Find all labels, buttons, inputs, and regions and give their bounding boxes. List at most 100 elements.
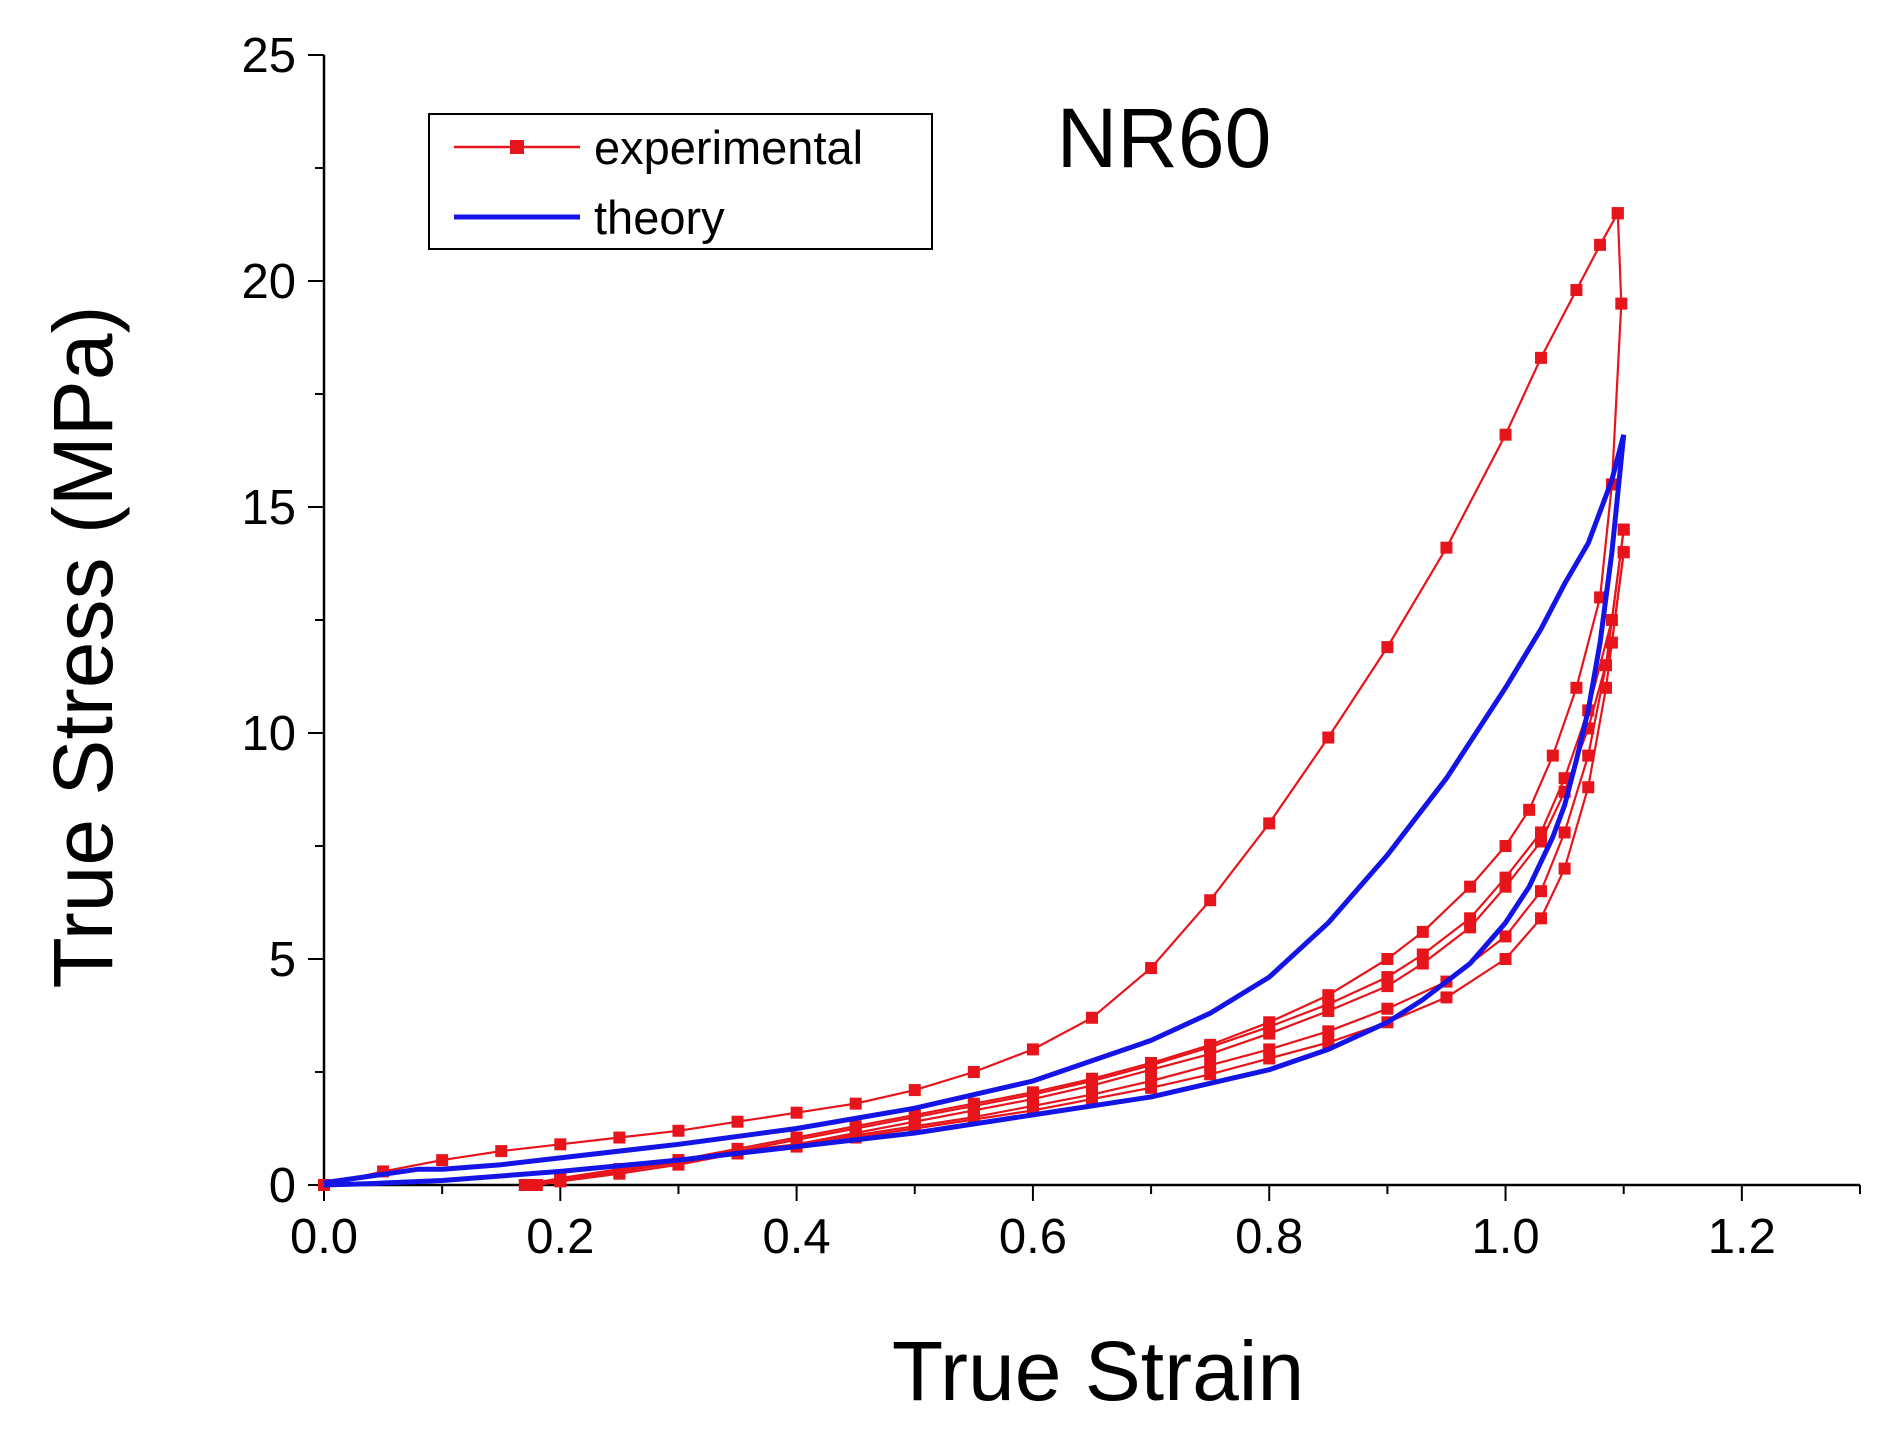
experimental-marker [1523, 803, 1536, 816]
experimental-marker [554, 1138, 567, 1151]
experimental-marker [1322, 1004, 1335, 1017]
series-experimental [318, 207, 1630, 1191]
experimental-marker [1617, 523, 1630, 536]
legend-experimental-label: experimental [594, 121, 863, 174]
y-tick-label: 20 [241, 255, 296, 309]
experimental-marker [1582, 781, 1595, 794]
experimental-marker [1570, 284, 1583, 297]
experimental-marker [436, 1154, 449, 1167]
y-tick-label: 0 [269, 1159, 296, 1213]
chart-title: NR60 [1057, 91, 1272, 185]
experimental-marker [1611, 207, 1624, 220]
experimental-marker [1263, 1052, 1276, 1065]
experimental-marker [1499, 840, 1512, 852]
experimental-marker [1322, 989, 1335, 1002]
experimental-marker [1086, 1093, 1098, 1106]
legend: experimental theory [428, 113, 933, 250]
experimental-marker [1381, 971, 1394, 984]
legend-experimental-marker [510, 140, 524, 154]
experimental-marker [1026, 1093, 1039, 1106]
experimental-marker [1263, 817, 1276, 830]
experimental-marker [849, 1127, 862, 1140]
experimental-marker [1263, 1043, 1276, 1056]
experimental-segment-4 [536, 552, 1625, 1187]
experimental-marker [1605, 636, 1618, 649]
experimental-marker [495, 1145, 508, 1158]
experimental-marker [1534, 912, 1547, 925]
experimental-marker [1204, 894, 1217, 907]
x-tick-label: 1.0 [1471, 1210, 1539, 1264]
series-theory [323, 434, 1627, 1188]
experimental-segment-5 [536, 552, 1625, 1187]
experimental-marker [908, 1084, 921, 1097]
x-tick-label: 1.2 [1708, 1210, 1776, 1264]
experimental-marker [1558, 826, 1571, 839]
experimental-marker [1499, 880, 1512, 893]
experimental-marker [1204, 1047, 1217, 1060]
experimental-marker [1558, 862, 1571, 875]
experimental-marker [849, 1097, 862, 1110]
experimental-marker [1145, 962, 1158, 975]
experimental-marker [1026, 1043, 1039, 1056]
experimental-marker [1534, 835, 1547, 848]
legend-box [428, 113, 933, 250]
experimental-segment-3 [536, 529, 1625, 1187]
axes: 0.0 0.2 0.4 0.6 0.8 1.0 1.2 0 5 10 15 20 25 [241, 29, 1861, 1264]
experimental-segment-1 [524, 213, 1623, 1187]
experimental-marker [1416, 948, 1429, 961]
experimental-marker [613, 1167, 626, 1180]
x-tick-label: 0.2 [526, 1210, 594, 1264]
y-tick-label: 25 [241, 29, 296, 83]
experimental-marker [1464, 912, 1477, 925]
experimental-marker [790, 1106, 803, 1119]
x-tick-label: 0.6 [999, 1210, 1067, 1264]
experimental-marker [518, 1179, 531, 1191]
experimental-marker [1086, 1079, 1098, 1092]
x-tick-label: 0.0 [290, 1210, 358, 1264]
experimental-marker [1499, 953, 1512, 965]
experimental-marker [1322, 731, 1335, 744]
x-axis-title: True Strain [892, 1324, 1304, 1418]
experimental-marker [530, 1179, 543, 1191]
experimental-marker [1145, 1081, 1158, 1094]
experimental-marker [1381, 641, 1394, 654]
plot-series [318, 207, 1630, 1191]
experimental-marker [1381, 953, 1394, 965]
experimental-marker [967, 1066, 980, 1078]
experimental-marker [1594, 238, 1607, 251]
experimental-marker [1381, 980, 1394, 993]
experimental-segment-0 [323, 212, 1619, 1187]
experimental-marker [1534, 351, 1547, 364]
experimental-marker [1599, 681, 1612, 694]
x-tick-label: 0.4 [763, 1210, 831, 1264]
experimental-marker [1570, 681, 1583, 694]
y-axis-title: True Stress (MPa) [36, 306, 130, 989]
experimental-marker [1534, 885, 1547, 898]
y-tick-label: 5 [269, 933, 296, 987]
experimental-marker [1499, 871, 1512, 884]
experimental-marker [672, 1124, 685, 1137]
theory-segment-1 [323, 434, 1627, 1188]
experimental-marker [731, 1115, 744, 1128]
theory-segment-0 [323, 434, 1627, 1186]
experimental-marker [1499, 930, 1512, 943]
experimental-marker [1464, 880, 1477, 893]
experimental-marker [1440, 991, 1453, 1004]
experimental-marker [1204, 1059, 1217, 1072]
experimental-marker [1204, 1068, 1217, 1081]
y-tick-label: 10 [241, 707, 296, 761]
experimental-marker [1440, 541, 1453, 554]
experimental-marker [1594, 591, 1607, 604]
experimental-marker [554, 1175, 567, 1188]
experimental-marker [1615, 297, 1628, 310]
experimental-marker [1499, 428, 1512, 441]
experimental-marker [1582, 749, 1595, 762]
experimental-marker [1464, 921, 1477, 934]
experimental-marker [1416, 925, 1429, 938]
x-tick-label: 0.8 [1235, 1210, 1303, 1264]
experimental-marker [1086, 1011, 1098, 1024]
experimental-segment-2 [524, 529, 1625, 1187]
experimental-marker [1416, 957, 1429, 970]
experimental-marker [1546, 749, 1559, 762]
